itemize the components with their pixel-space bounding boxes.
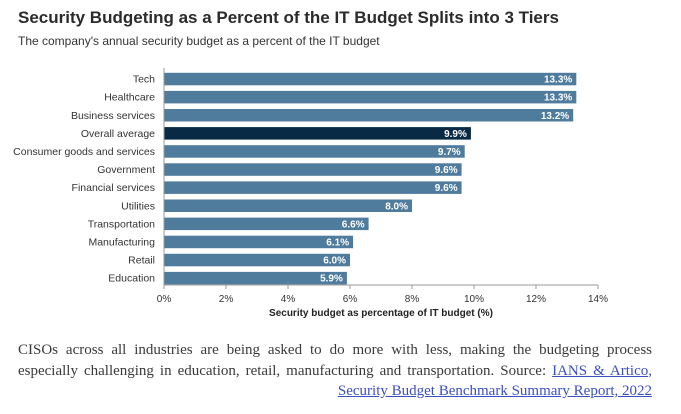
bar xyxy=(164,90,577,104)
bar xyxy=(164,109,574,122)
category-label: Government xyxy=(97,164,155,176)
data-label: 9.6% xyxy=(435,165,458,176)
data-label: 6.1% xyxy=(326,237,349,248)
category-label: Utilities xyxy=(121,200,155,212)
category-label: Financial services xyxy=(72,182,155,194)
caption-text: CISOs across all industries are being as… xyxy=(18,342,652,379)
data-label: 6.6% xyxy=(342,219,365,230)
bar xyxy=(164,271,347,285)
category-label: Retail xyxy=(128,255,155,267)
bar-highlight xyxy=(164,127,471,140)
bar xyxy=(164,199,412,212)
x-tick-label: 12% xyxy=(526,294,546,305)
x-tick-label: 4% xyxy=(281,294,296,305)
data-label: 13.2% xyxy=(541,111,569,122)
data-label: 5.9% xyxy=(320,274,343,285)
bar xyxy=(164,145,465,158)
bar xyxy=(164,163,462,176)
x-tick-label: 14% xyxy=(588,294,608,305)
bar xyxy=(164,253,350,267)
data-label: 9.7% xyxy=(438,147,461,158)
category-label: Transportation xyxy=(88,218,155,230)
category-label: Overall average xyxy=(81,128,155,140)
chart-subtitle: The company's annual security budget as … xyxy=(18,34,380,48)
bar-chart: Tech 13.3% Healthcare 13.3% Business service… xyxy=(13,68,608,319)
x-tick-label: 8% xyxy=(405,294,420,305)
bar xyxy=(164,72,577,86)
category-label: Business services xyxy=(71,110,155,122)
data-label: 13.3% xyxy=(544,93,572,104)
category-label: Manufacturing xyxy=(88,236,155,248)
bar xyxy=(164,181,462,194)
data-label: 13.3% xyxy=(544,75,572,86)
x-tick-label: 6% xyxy=(343,294,358,305)
bar xyxy=(164,235,354,249)
data-label: 9.6% xyxy=(435,183,458,194)
x-tick-label: 2% xyxy=(219,294,234,305)
figure-caption: CISOs across all industries are being as… xyxy=(18,340,652,402)
category-label: Healthcare xyxy=(104,92,155,104)
chart-title: Security Budgeting as a Percent of the I… xyxy=(18,8,559,27)
category-label: Consumer goods and services xyxy=(13,146,155,158)
x-axis-label: Security budget as percentage of IT budg… xyxy=(269,308,493,319)
data-label: 6.0% xyxy=(323,256,346,267)
data-label: 8.0% xyxy=(385,201,408,212)
x-tick-label: 10% xyxy=(464,294,484,305)
bar xyxy=(164,217,369,231)
category-label: Tech xyxy=(133,74,155,86)
category-label: Education xyxy=(108,273,155,285)
source-link[interactable]: IANS & Artico, Security Budget Benchmark… xyxy=(337,362,652,400)
x-tick-label: 0% xyxy=(157,294,172,305)
data-label: 9.9% xyxy=(444,129,467,140)
